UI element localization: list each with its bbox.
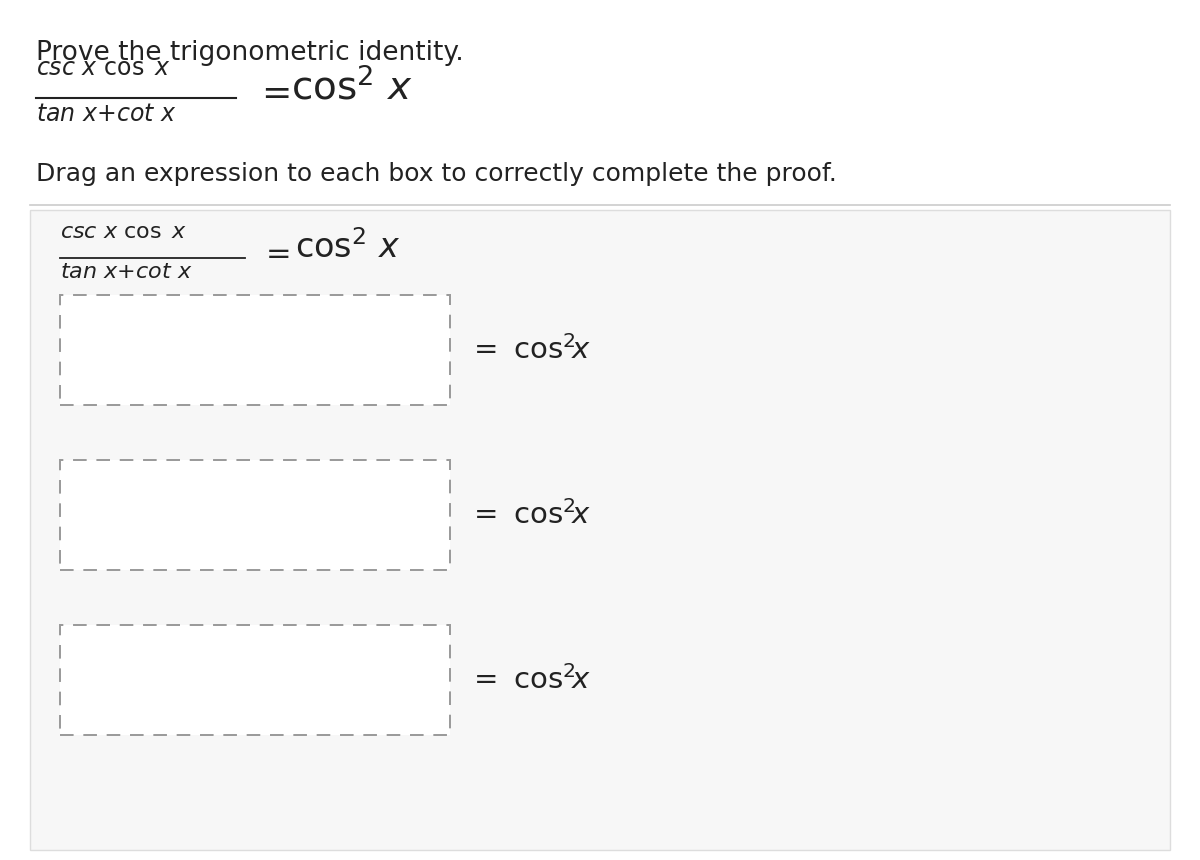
Text: $\mathit{tan}\ \mathit{x}{+}\mathit{cot}\ \mathit{x}$: $\mathit{tan}\ \mathit{x}{+}\mathit{cot}… xyxy=(36,102,176,126)
Bar xyxy=(30,210,1170,850)
Text: $\mathit{csc}\ \mathit{x}\ \mathit{\cos}\ \mathit{x}$: $\mathit{csc}\ \mathit{x}\ \mathit{\cos}… xyxy=(60,222,187,242)
FancyBboxPatch shape xyxy=(60,625,450,735)
Text: $=\ \mathrm{cos}^{2}\!x$: $=\ \mathrm{cos}^{2}\!x$ xyxy=(468,665,592,695)
Text: $=$: $=$ xyxy=(254,75,289,109)
Text: Prove the trigonometric identity.: Prove the trigonometric identity. xyxy=(36,40,463,66)
FancyBboxPatch shape xyxy=(60,295,450,405)
Text: $\mathit{tan}\ \mathit{x}{+}\mathit{cot}\ \mathit{x}$: $\mathit{tan}\ \mathit{x}{+}\mathit{cot}… xyxy=(60,262,193,282)
FancyBboxPatch shape xyxy=(60,460,450,570)
Text: $\mathrm{cos}^{2}\ \mathit{x}$: $\mathrm{cos}^{2}\ \mathit{x}$ xyxy=(292,68,413,108)
Text: $\mathit{csc}\ \mathit{x}\ \mathit{\cos}\ \mathit{x}$: $\mathit{csc}\ \mathit{x}\ \mathit{\cos}… xyxy=(36,56,172,80)
Text: $=\ \mathrm{cos}^{2}\!x$: $=\ \mathrm{cos}^{2}\!x$ xyxy=(468,500,592,530)
Text: $=\ \mathrm{cos}^{2}\!x$: $=\ \mathrm{cos}^{2}\!x$ xyxy=(468,335,592,365)
Text: $\mathrm{cos}^{2}\ \mathit{x}$: $\mathrm{cos}^{2}\ \mathit{x}$ xyxy=(295,230,400,266)
Text: Drag an expression to each box to correctly complete the proof.: Drag an expression to each box to correc… xyxy=(36,162,836,186)
Text: $=$: $=$ xyxy=(260,237,290,267)
